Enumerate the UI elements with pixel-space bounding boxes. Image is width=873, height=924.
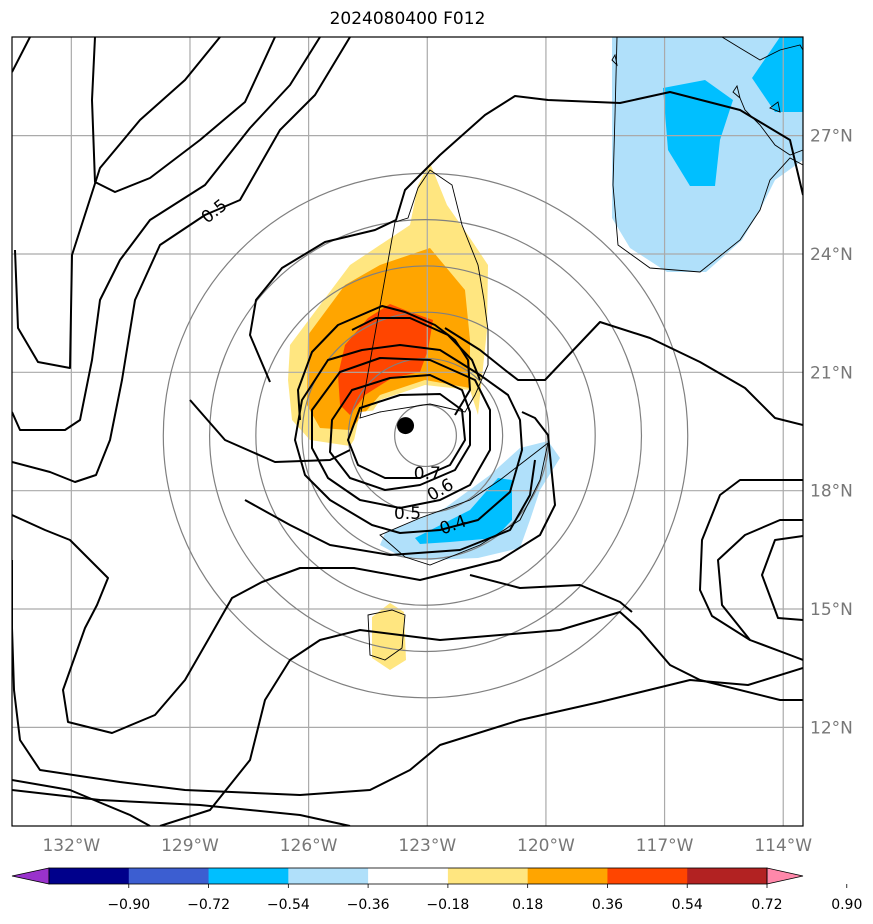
latitude-tick-labels: 12°N 15°N 18°N 21°N 24°N 27°N [810,127,853,739]
contour-q [469,574,633,613]
contour-g [189,399,351,463]
contour-ring-3 [329,374,471,491]
colorbar-segment-0 [49,868,130,884]
contour-c [91,37,276,193]
colorbar-segment-7 [607,868,688,884]
map-frame [11,36,804,827]
lat-label-0: 12°N [810,718,853,738]
negative-anomaly-ne-blue [663,80,733,186]
colorbar-segment-1 [128,868,210,884]
range-ring-1 [347,357,504,514]
map-title: 2024080400 F012 [329,9,486,29]
colorbar-label-2: −0.54 [267,897,310,913]
range-ring-5 [162,172,689,699]
lon-label-1: 129°W [161,836,219,856]
lat-label-5: 27°N [810,127,853,147]
lon-label-6: 114°W [754,836,812,856]
colorbar-label-4: −0.18 [426,897,469,913]
lon-label-0: 132°W [42,836,100,856]
contour-j [297,305,471,421]
gridlines [12,37,803,826]
lat-label-2: 18°N [810,482,853,502]
contour-e [12,37,351,483]
contour-s [699,479,803,641]
contour-r [717,519,803,661]
colorbar-extend-low [11,867,50,885]
contour-label-0: 0.5 [198,196,232,228]
lon-label-4: 120°W [517,836,575,856]
lat-label-3: 21°N [810,363,853,383]
range-ring-3 [255,265,596,606]
colorbar-segment-4 [368,868,449,884]
contour-m [12,560,803,796]
outline-ne-region [612,37,803,273]
contour-ring-4 [347,393,466,479]
outline-north-plume [359,169,489,419]
lon-label-5: 117°W [636,836,694,856]
colorbar-segment-6 [527,868,608,884]
outline-small-blob [367,609,406,661]
storm-center-marker [397,417,415,435]
colorbar-extend-high [766,867,804,885]
negative-anomaly-ne-blue2 [752,37,803,112]
colorbar-label-6: 0.36 [592,897,623,913]
colorbar-label-8: 0.72 [751,897,782,913]
colorbar-segment-3 [288,868,369,884]
colorbar-label-1: −0.72 [187,897,230,913]
colorbar-label-9: 0.90 [831,897,862,913]
colorbar-label-5: 0.18 [512,897,543,913]
positive-anomaly-small [372,603,406,670]
range-ring-4 [208,219,643,653]
colorbar-label-3: −0.36 [347,897,390,913]
contour-k [351,317,481,381]
lon-label-3: 123°W [398,836,456,856]
contour-l [444,321,803,426]
contour-label-3: 0.5 [394,504,421,524]
contour-ring-outer [294,344,523,534]
anomaly-outlines [359,37,803,661]
white-core [352,404,470,495]
contour-f [12,411,556,734]
lon-label-2: 126°W [280,836,338,856]
colorbar-label-0: −0.90 [107,897,150,913]
colorbar-segment-2 [208,868,289,884]
colorbar-frame [48,867,768,885]
outline-ne-coast [611,37,803,156]
contour-lines [12,37,803,826]
colorbar-segment-5 [447,868,529,884]
negative-anomaly-blue [415,478,512,544]
lat-label-1: 15°N [810,600,853,620]
lat-label-4: 24°N [810,245,853,265]
contour-a [12,37,31,73]
contour-b [14,37,221,369]
contour-label-1: 0.7 [414,464,441,484]
colorbar: −0.90 −0.72 −0.54 −0.36 −0.18 0.18 0.36 0.54 0.7… [11,867,862,913]
contour-p [159,611,803,826]
outline-south-rim [379,441,549,566]
contour-h [244,459,536,556]
contour-i [249,91,803,383]
colorbar-segment-8 [687,868,768,884]
contour-ring-2 [311,357,491,509]
contour-n [12,789,351,826]
longitude-tick-labels: 132°W 129°W 126°W 123°W 120°W 117°W 114°W [42,836,812,856]
colorbar-label-7: 0.54 [672,897,703,913]
contour-o [12,779,151,826]
contour-t [761,535,803,621]
contour-d [12,37,321,431]
